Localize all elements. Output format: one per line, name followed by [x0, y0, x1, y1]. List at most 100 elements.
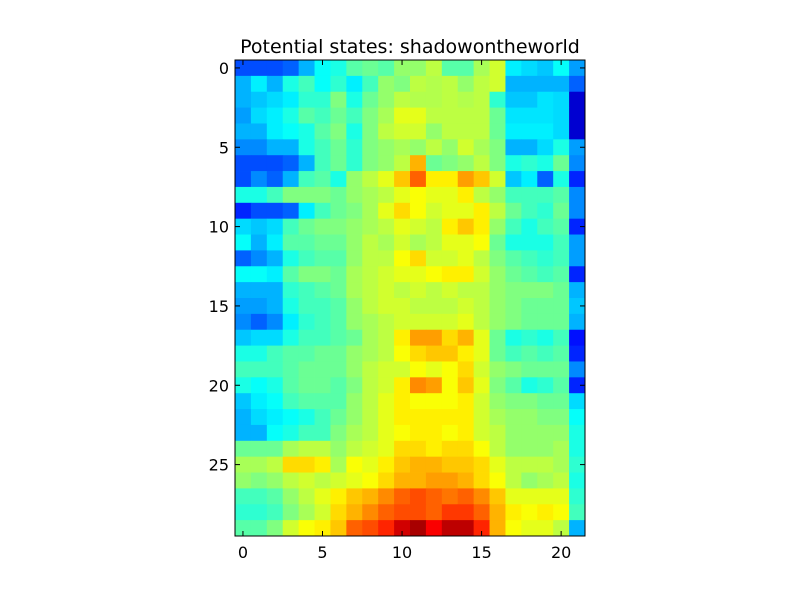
heatmap-cell [330, 520, 347, 537]
heatmap-cell [378, 139, 395, 156]
heatmap-cell [569, 123, 586, 140]
heatmap-cell [250, 329, 268, 346]
heatmap-cell [410, 409, 427, 426]
heatmap-cell [282, 186, 300, 204]
heatmap-cell [521, 139, 538, 156]
heatmap-cell [457, 186, 475, 204]
heatmap-cell [505, 171, 522, 188]
heatmap-cell [235, 123, 252, 140]
heatmap-cell [378, 123, 395, 140]
heatmap-cell [250, 218, 268, 235]
heatmap-cell [282, 123, 300, 140]
heatmap-cell [330, 504, 347, 521]
heatmap-cell [266, 313, 284, 331]
heatmap-cell [394, 313, 411, 331]
heatmap-cell [266, 488, 284, 505]
heatmap-cell [473, 313, 490, 331]
heatmap-cell [457, 60, 475, 77]
heatmap-cell [346, 393, 363, 410]
heatmap-cell [457, 202, 475, 220]
heatmap-cell [378, 266, 395, 283]
heatmap-cell [441, 520, 459, 537]
heatmap-cell [473, 472, 490, 489]
heatmap-cell [250, 456, 268, 473]
heatmap-cell [235, 60, 252, 77]
heatmap-cell [473, 345, 490, 362]
heatmap-cell [569, 520, 586, 537]
heatmap-cell [473, 186, 490, 204]
heatmap-cell [425, 186, 443, 204]
heatmap-cell [425, 60, 443, 77]
heatmap-cell [298, 472, 315, 489]
heatmap-cell [394, 107, 411, 124]
heatmap-cell [425, 472, 443, 489]
heatmap-cell [521, 456, 538, 473]
heatmap-cell [521, 234, 538, 251]
heatmap-cell [489, 282, 506, 299]
heatmap-cell [378, 393, 395, 410]
heatmap-cell [266, 75, 284, 93]
heatmap-cell [330, 155, 347, 172]
heatmap-cell [235, 345, 252, 362]
heatmap-cell [521, 91, 538, 108]
heatmap-cell [489, 202, 506, 220]
heatmap-cell [569, 155, 586, 172]
heatmap-cell [553, 329, 570, 346]
heatmap-cell [346, 472, 363, 489]
heatmap-cell [457, 266, 475, 283]
heatmap-cell [266, 361, 284, 378]
heatmap-cell [235, 107, 252, 124]
heatmap-cell [362, 139, 379, 156]
x-tick-label: 0 [238, 543, 248, 562]
heatmap-cell [537, 171, 554, 188]
heatmap-cell [298, 266, 315, 283]
heatmap-cell [282, 456, 300, 473]
heatmap-cell [425, 202, 443, 220]
x-axis-ticks: 0 5 10 15 20 [238, 60, 571, 562]
heatmap-cell [569, 504, 586, 521]
heatmap-cell [553, 266, 570, 283]
heatmap-cell [282, 393, 300, 410]
heatmap-cell [330, 218, 347, 235]
heatmap-cell [569, 171, 586, 188]
heatmap-cell [394, 377, 411, 394]
heatmap-cell [505, 440, 522, 458]
heatmap-cell [346, 107, 363, 124]
heatmap-cell [346, 440, 363, 458]
heatmap-cell [441, 440, 459, 458]
heatmap-cell [457, 520, 475, 537]
y-tick-label: 5 [219, 138, 229, 157]
heatmap-cell [425, 377, 443, 394]
heatmap-cell [569, 139, 586, 156]
heatmap-cell [489, 472, 506, 489]
heatmap-cell [298, 139, 315, 156]
heatmap-cell [282, 409, 300, 426]
heatmap-cell [505, 155, 522, 172]
heatmap-cell [505, 60, 522, 77]
heatmap-cell [521, 250, 538, 267]
heatmap-cell [441, 107, 459, 124]
heatmap-cell [553, 345, 570, 362]
heatmap-cell [410, 361, 427, 378]
heatmap-cell [298, 155, 315, 172]
heatmap-cell [569, 234, 586, 251]
heatmap-cell [378, 171, 395, 188]
heatmap-cell [553, 472, 570, 489]
heatmap-cell [457, 424, 475, 442]
heatmap-cell [521, 329, 538, 346]
heatmap-cell [441, 60, 459, 77]
heatmap-cell [378, 472, 395, 489]
heatmap-cell [362, 361, 379, 378]
heatmap-cell [362, 313, 379, 331]
heatmap-cell [473, 393, 490, 410]
heatmap-cell [441, 202, 459, 220]
heatmap-cell [441, 91, 459, 108]
heatmap-cell [521, 60, 538, 77]
heatmap-cell [505, 329, 522, 346]
heatmap-cell [394, 139, 411, 156]
heatmap-cell [330, 107, 347, 124]
heatmap-cell [410, 234, 427, 251]
y-axis-ticks: 0 5 10 15 20 25 [209, 59, 585, 475]
heatmap-cell [553, 298, 570, 315]
heatmap-cell [473, 504, 490, 521]
